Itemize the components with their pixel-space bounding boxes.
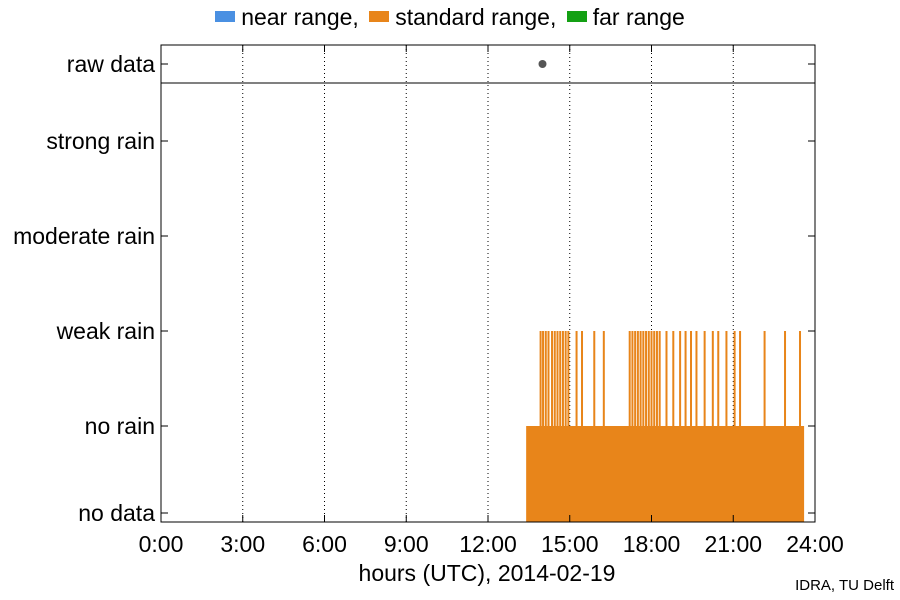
bar-weak-rain-standard-range	[559, 331, 562, 427]
bar-weak-rain-standard-range	[631, 331, 634, 427]
bar-weak-rain-standard-range	[556, 331, 559, 427]
y-tick-label: no data	[78, 500, 155, 526]
y-tick-label: raw data	[67, 51, 155, 77]
bar-weak-rain-standard-range	[799, 331, 802, 427]
credit-label: IDRA, TU Delft	[795, 577, 894, 594]
bar-no-rain-standard-range	[526, 426, 805, 522]
bar-weak-rain-standard-range	[695, 331, 698, 427]
legend-label-near-range: near range,	[241, 4, 359, 30]
x-tick-label: 12:00	[459, 531, 517, 557]
bar-weak-rain-standard-range	[763, 331, 766, 427]
bar-weak-rain-standard-range	[634, 331, 637, 427]
y-tick-label: no rain	[85, 413, 155, 439]
x-tick-label: 21:00	[704, 531, 762, 557]
bar-weak-rain-standard-range	[733, 331, 736, 427]
bar-weak-rain-standard-range	[551, 331, 554, 427]
bar-weak-rain-standard-range	[784, 331, 787, 427]
legend-item-near-range: near range,	[215, 4, 359, 31]
legend-swatch-far-range	[566, 11, 587, 22]
x-axis-title: hours (UTC), 2014-02-19	[358, 560, 616, 586]
bar-weak-rain-standard-range	[672, 331, 675, 427]
bar-weak-rain-standard-range	[645, 331, 648, 427]
bar-weak-rain-standard-range	[636, 331, 639, 427]
y-tick-label: strong rain	[46, 128, 155, 154]
x-tick-label: 18:00	[623, 531, 681, 557]
bar-weak-rain-standard-range	[593, 331, 596, 427]
bar-weak-rain-standard-range	[684, 331, 687, 427]
bar-weak-rain-standard-range	[647, 331, 650, 427]
bar-weak-rain-standard-range	[739, 331, 742, 427]
legend: near range, standard range, far range	[0, 4, 900, 31]
x-tick-label: 9:00	[384, 531, 429, 557]
x-tick-label: 3:00	[220, 531, 265, 557]
bar-weak-rain-standard-range	[717, 331, 720, 427]
legend-item-far-range: far range	[566, 4, 685, 31]
x-tick-label: 24:00	[786, 531, 844, 557]
bar-weak-rain-standard-range	[655, 331, 658, 427]
bar-weak-rain-standard-range	[602, 331, 605, 427]
legend-swatch-standard-range	[369, 11, 390, 22]
bar-weak-rain-standard-range	[665, 331, 668, 427]
bar-weak-rain-standard-range	[575, 331, 578, 427]
x-tick-label: 6:00	[302, 531, 347, 557]
bar-weak-rain-standard-range	[561, 331, 564, 427]
raw-data-point	[538, 60, 547, 68]
x-tick-label: 0:00	[139, 531, 184, 557]
bar-weak-rain-standard-range	[547, 331, 550, 427]
bar-weak-rain-standard-range	[653, 331, 656, 427]
bar-weak-rain-standard-range	[711, 331, 714, 427]
y-tick-label: weak rain	[56, 318, 155, 344]
bar-weak-rain-standard-range	[650, 331, 653, 427]
bar-weak-rain-standard-range	[639, 331, 642, 427]
bar-weak-rain-standard-range	[679, 331, 682, 427]
legend-label-standard-range: standard range,	[395, 4, 557, 30]
bar-weak-rain-standard-range	[642, 331, 645, 427]
y-tick-label: moderate rain	[13, 223, 155, 249]
legend-item-standard-range: standard range,	[369, 4, 556, 31]
bar-weak-rain-standard-range	[544, 331, 547, 427]
bar-weak-rain-standard-range	[690, 331, 693, 427]
bar-weak-rain-standard-range	[628, 331, 631, 427]
legend-swatch-near-range	[215, 11, 236, 22]
bar-weak-rain-standard-range	[703, 331, 706, 427]
bar-weak-rain-standard-range	[564, 331, 567, 427]
bar-weak-rain-standard-range	[581, 331, 584, 427]
bar-weak-rain-standard-range	[542, 331, 545, 427]
bar-weak-rain-standard-range	[553, 331, 556, 427]
bar-weak-rain-standard-range	[725, 331, 728, 427]
bar-weak-rain-standard-range	[539, 331, 542, 427]
legend-label-far-range: far range	[592, 4, 685, 30]
x-tick-label: 15:00	[541, 531, 599, 557]
bar-weak-rain-standard-range	[567, 331, 570, 427]
bar-weak-rain-standard-range	[658, 331, 661, 427]
